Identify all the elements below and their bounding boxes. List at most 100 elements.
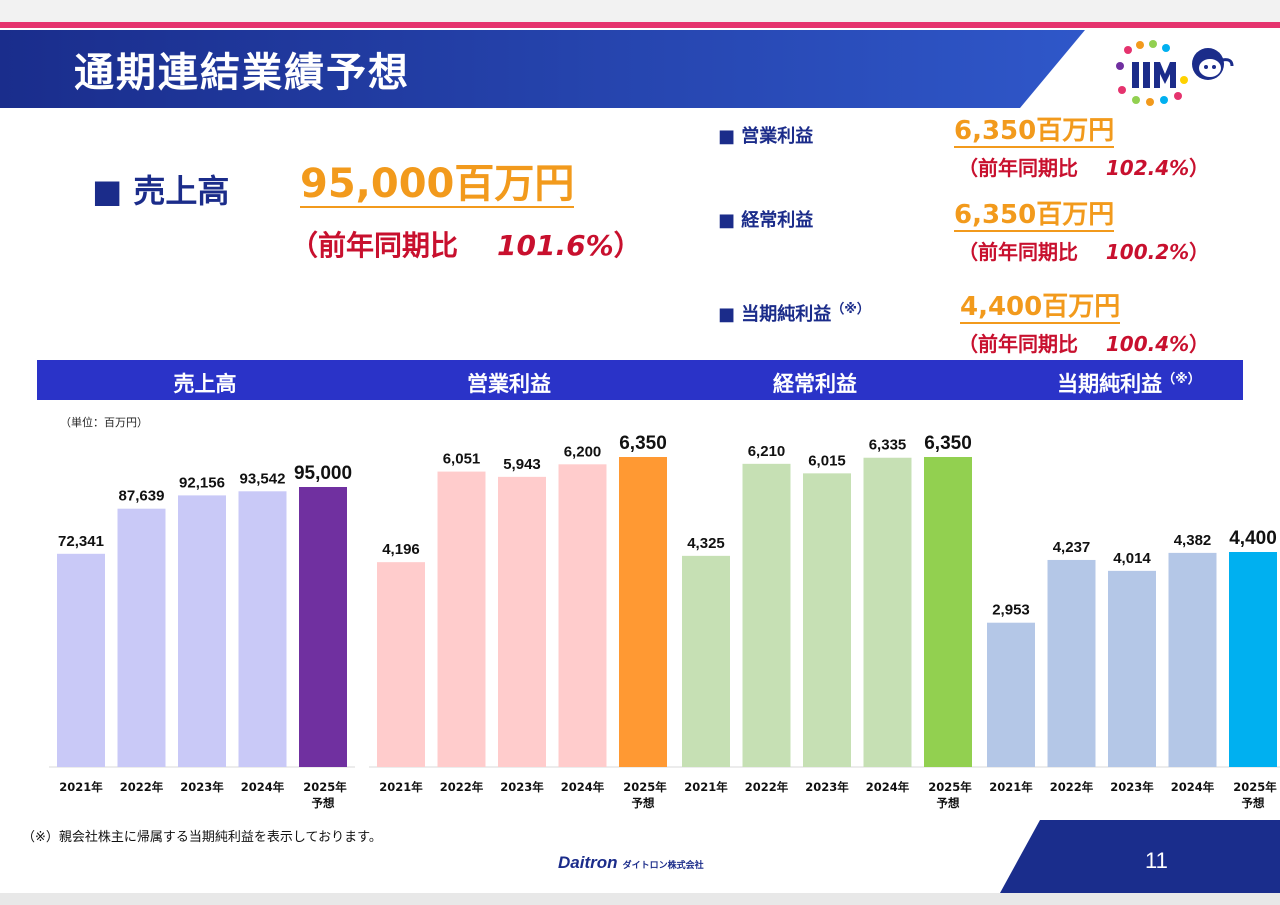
tick-label: 予想 [312, 796, 335, 810]
tick-label: 予想 [937, 796, 960, 810]
data-label: 87,639 [119, 488, 165, 505]
bullet-square-icon: ■ [718, 304, 736, 325]
data-label: 6,051 [443, 451, 481, 468]
data-label: 6,350 [924, 433, 972, 454]
kpi-net-income: ■ 当期純利益（※） 4,400百万円 （前年同期比 100.4%） [718, 292, 1258, 362]
bar [1108, 570, 1156, 767]
bar [803, 473, 851, 767]
chart-header-net: 当期純利益（※） [1057, 372, 1201, 396]
tick-label: 予想 [632, 796, 655, 810]
tick-label: 2021年 [989, 780, 1033, 794]
brand-logo: Daitron ダイトロン株式会社 [558, 853, 738, 879]
accent-line [0, 22, 1280, 28]
tick-label: 2024年 [1171, 780, 1215, 794]
sales-value: 95,000百万円 [300, 161, 575, 208]
tick-label: 2021年 [379, 780, 423, 794]
bar [238, 491, 287, 767]
company-logo-icon [1116, 40, 1234, 106]
bullet-square-icon: ■ [92, 172, 123, 210]
bar [299, 487, 347, 767]
data-label: 4,400 [1229, 528, 1277, 549]
data-label: 6,015 [808, 452, 846, 469]
footer-band [1000, 820, 1280, 893]
bar [619, 457, 667, 767]
bar [498, 476, 546, 767]
kpi-yoy: （前年同期比 100.4%） [958, 332, 1210, 356]
sales-yoy-suffix: ） [613, 229, 642, 262]
tick-label: 2025年 [623, 780, 667, 794]
chart-header-note: （※） [1162, 372, 1201, 387]
bar [1168, 552, 1217, 767]
data-label: 4,196 [382, 541, 420, 558]
bar [682, 555, 730, 767]
bottom-strip [0, 893, 1280, 905]
kpi-label: 経常利益 [741, 210, 814, 231]
tick-label: 2025年 [1233, 780, 1277, 794]
bar [558, 464, 607, 767]
page-number: 11 [1145, 848, 1168, 873]
kpi-operating-profit: ■ 営業利益 6,350百万円 （前年同期比 102.4%） [718, 116, 1258, 186]
tick-label: 2021年 [684, 780, 728, 794]
tick-label: 2022年 [120, 780, 164, 794]
chart-header-band: 売上高 営業利益 経常利益 当期純利益（※） [37, 360, 1243, 400]
top-strip [0, 0, 1280, 22]
tick-label: 2025年 [303, 780, 347, 794]
brand-name: Daitron [558, 853, 618, 872]
tick-label: 2023年 [500, 780, 544, 794]
bar [377, 562, 425, 767]
data-label: 6,200 [564, 443, 602, 460]
kpi-value: 4,400百万円 [960, 292, 1121, 324]
bar [178, 495, 226, 767]
tick-label: 2023年 [1110, 780, 1154, 794]
data-label: 95,000 [294, 463, 352, 484]
chart-header-ordinary: 経常利益 [773, 372, 857, 396]
kpi-note: （※） [831, 302, 870, 317]
bar [1047, 559, 1096, 767]
title-banner [0, 30, 1085, 108]
bar [57, 553, 105, 767]
tick-label: 2023年 [805, 780, 849, 794]
bar [863, 457, 912, 767]
tick-label: 予想 [1242, 796, 1265, 810]
data-label: 4,014 [1113, 550, 1151, 567]
kpi-value: 6,350百万円 [954, 200, 1115, 232]
data-label: 6,210 [748, 443, 786, 460]
chart-header-sales: 売上高 [173, 372, 237, 396]
footnote: （※）親会社株主に帰属する当期純利益を表示しております。 [22, 830, 382, 845]
sales-yoy-pct: 101.6% [497, 229, 614, 262]
tick-label: 2022年 [745, 780, 789, 794]
chart-header-operating: 営業利益 [467, 372, 551, 396]
bar [437, 471, 486, 767]
tick-label: 2025年 [928, 780, 972, 794]
sales-label: ■ 売上高 [92, 166, 229, 212]
bar [117, 508, 166, 767]
brand-subtitle: ダイトロン株式会社 [622, 861, 704, 871]
tick-label: 2023年 [180, 780, 224, 794]
tick-label: 2022年 [440, 780, 484, 794]
data-label: 6,350 [619, 433, 667, 454]
data-label: 92,156 [179, 474, 225, 491]
sales-label-text: 売上高 [133, 172, 230, 210]
bar [924, 457, 972, 767]
data-label: 72,341 [58, 533, 104, 550]
data-label: 4,237 [1053, 539, 1091, 556]
tick-label: 2024年 [241, 780, 285, 794]
sales-yoy: （前年同期比 101.6%） [290, 224, 642, 264]
tick-label: 2024年 [866, 780, 910, 794]
kpi-yoy: （前年同期比 100.2%） [958, 240, 1210, 264]
tick-label: 2024年 [561, 780, 605, 794]
data-label: 2,953 [992, 602, 1030, 619]
kpi-label: 当期純利益 [741, 304, 832, 325]
page-title: 通期連結業績予想 [74, 50, 410, 96]
data-label: 6,335 [869, 437, 907, 454]
bar [742, 463, 791, 767]
kpi-label: 営業利益 [741, 126, 814, 147]
unit-label: （単位：百万円） [60, 416, 148, 429]
bar [1229, 552, 1277, 767]
data-label: 5,943 [503, 456, 541, 473]
data-label: 93,542 [240, 470, 286, 487]
data-label: 4,382 [1174, 532, 1212, 549]
kpi-yoy: （前年同期比 102.4%） [958, 156, 1210, 180]
kpi-ordinary-profit: ■ 経常利益 6,350百万円 （前年同期比 100.2%） [718, 200, 1258, 270]
